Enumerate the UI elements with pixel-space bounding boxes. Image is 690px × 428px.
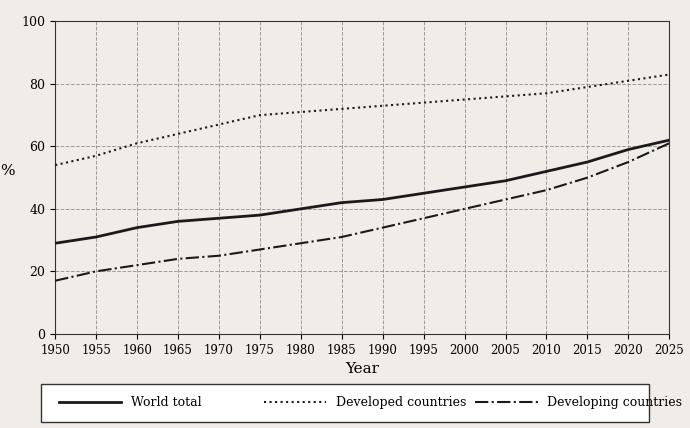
FancyBboxPatch shape	[41, 384, 649, 422]
X-axis label: Year: Year	[345, 362, 380, 376]
Text: World total: World total	[131, 396, 201, 409]
Text: Developing countries: Developing countries	[546, 396, 682, 409]
Y-axis label: %: %	[0, 163, 15, 178]
Text: Developed countries: Developed countries	[335, 396, 466, 409]
